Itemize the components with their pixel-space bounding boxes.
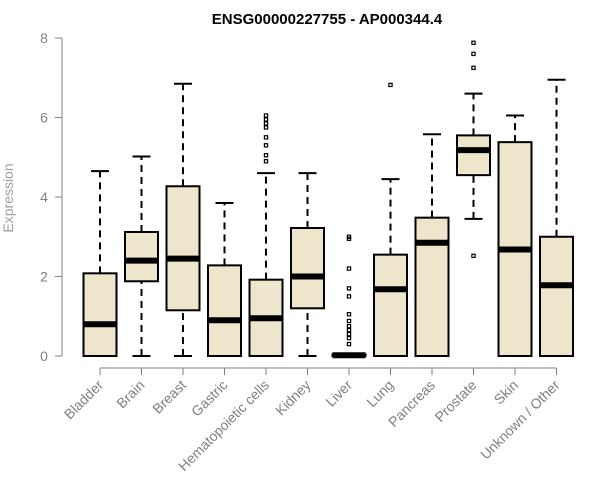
x-tick-label: Prostate — [431, 377, 479, 425]
outlier-point — [346, 327, 352, 333]
box-liver — [331, 234, 367, 359]
box-body — [539, 235, 574, 357]
x-tick-label: Brain — [113, 377, 147, 411]
box-body — [124, 230, 159, 283]
box-brain — [124, 155, 159, 357]
outlier-point — [346, 312, 352, 317]
outlier-point — [263, 117, 269, 122]
box-gastric — [207, 201, 242, 357]
outlier-point — [263, 159, 269, 164]
x-tick-label: Liver — [322, 377, 355, 410]
outlier-point — [263, 113, 269, 118]
outlier-point — [346, 323, 352, 329]
outlier-point — [263, 153, 269, 158]
outlier-point — [263, 121, 269, 126]
outlier-point — [263, 135, 269, 140]
x-tick-label: Kidney — [272, 377, 314, 419]
outlier-point — [346, 266, 352, 271]
y-tick-label: 8 — [40, 30, 48, 46]
outlier-point — [471, 253, 476, 259]
y-tick-label: 6 — [40, 110, 48, 126]
y-tick-label: 0 — [40, 348, 48, 364]
chart-title: ENSG00000227755 - AP000344.4 — [212, 11, 443, 28]
box-kidney — [290, 172, 325, 357]
box-body — [165, 185, 201, 312]
x-tick-label: Breast — [149, 377, 189, 417]
x-tick-label: Lung — [363, 377, 396, 410]
y-axis-label: Expression — [0, 163, 16, 232]
y-axis: 0 2 4 6 8 — [40, 30, 63, 364]
box-unknown-other — [539, 78, 574, 357]
outlier-point — [388, 82, 393, 88]
outlier-point — [346, 341, 352, 347]
outlier-point — [263, 125, 269, 130]
box-lung — [373, 82, 408, 357]
outlier-point — [346, 335, 352, 341]
outlier-point — [346, 331, 352, 337]
x-tick-label: Unknown / Other — [477, 377, 563, 463]
box-body — [82, 272, 118, 358]
outlier-point — [471, 40, 476, 45]
box-skin — [497, 114, 533, 357]
box-body — [290, 227, 325, 310]
outlier-point — [346, 286, 352, 291]
box-group — [82, 40, 574, 359]
x-tick-label: Skin — [491, 377, 522, 408]
outlier-point — [346, 318, 352, 324]
box-body — [414, 216, 450, 357]
y-tick-label: 2 — [40, 269, 48, 285]
outlier-point — [346, 234, 352, 239]
box-hematopoietic-cells — [248, 113, 284, 357]
box-bladder — [82, 170, 118, 358]
box-body — [373, 253, 408, 357]
box-prostate — [456, 40, 491, 259]
y-tick-label: 4 — [40, 189, 48, 205]
outlier-point — [471, 65, 476, 71]
box-breast — [165, 82, 201, 357]
outlier-point — [471, 51, 476, 57]
box-body — [207, 264, 242, 357]
box-pancreas — [414, 133, 450, 357]
box-body — [456, 134, 491, 177]
outlier-point — [263, 143, 269, 148]
x-tick-label: Bladder — [61, 377, 107, 423]
outlier-point — [346, 294, 352, 299]
